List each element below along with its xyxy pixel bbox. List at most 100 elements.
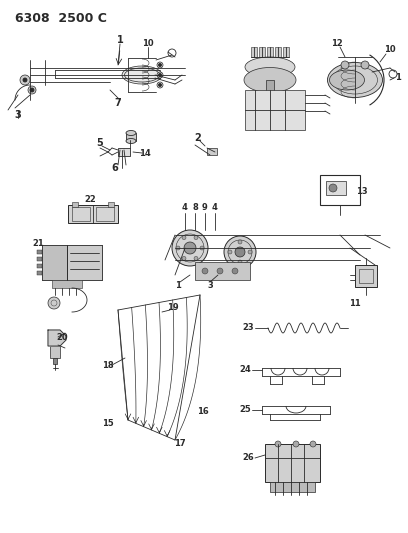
Bar: [266, 80, 274, 100]
Ellipse shape: [330, 70, 364, 90]
Text: 26: 26: [242, 454, 254, 463]
Circle shape: [238, 260, 242, 264]
Circle shape: [194, 236, 198, 240]
Circle shape: [232, 268, 238, 274]
Bar: [42, 245, 67, 280]
Text: 20: 20: [56, 333, 68, 342]
Bar: [195, 262, 250, 280]
Circle shape: [194, 256, 198, 261]
Circle shape: [238, 240, 242, 244]
Circle shape: [329, 184, 337, 192]
Text: 4: 4: [212, 204, 218, 213]
Bar: [245, 90, 305, 130]
Text: 14: 14: [139, 149, 151, 157]
Text: 10: 10: [384, 45, 396, 54]
Text: 3: 3: [15, 110, 21, 120]
Text: 3: 3: [207, 280, 213, 289]
Circle shape: [184, 242, 196, 254]
Circle shape: [228, 250, 232, 254]
Circle shape: [182, 236, 186, 240]
Bar: [320, 175, 360, 205]
Bar: [50, 346, 60, 358]
Circle shape: [23, 78, 27, 82]
Ellipse shape: [245, 57, 295, 77]
Bar: [259, 47, 265, 57]
Text: 23: 23: [242, 324, 254, 333]
Text: 1: 1: [395, 74, 401, 83]
Bar: [42, 245, 102, 280]
Text: 11: 11: [349, 298, 361, 308]
Circle shape: [224, 236, 256, 268]
Circle shape: [202, 268, 208, 274]
Text: 6308  2500 C: 6308 2500 C: [15, 12, 107, 25]
Bar: [37, 264, 42, 268]
Bar: [53, 358, 57, 364]
Text: 24: 24: [239, 366, 251, 375]
Circle shape: [28, 86, 36, 94]
Bar: [108, 202, 114, 207]
Circle shape: [248, 250, 252, 254]
Circle shape: [182, 256, 186, 261]
Circle shape: [200, 246, 204, 250]
Circle shape: [217, 268, 223, 274]
Circle shape: [158, 84, 162, 86]
Bar: [283, 47, 289, 57]
Ellipse shape: [328, 62, 383, 98]
Bar: [359, 269, 373, 283]
Bar: [37, 257, 42, 261]
Text: 1: 1: [175, 280, 181, 289]
Text: 17: 17: [174, 439, 186, 448]
Ellipse shape: [126, 139, 136, 143]
Ellipse shape: [244, 68, 296, 93]
Text: 9: 9: [202, 204, 208, 213]
Bar: [326, 181, 346, 195]
Bar: [265, 444, 320, 482]
Circle shape: [20, 75, 30, 85]
Circle shape: [158, 63, 162, 67]
Bar: [270, 482, 315, 492]
Text: 10: 10: [142, 38, 154, 47]
Bar: [37, 271, 42, 275]
Circle shape: [157, 72, 163, 78]
Circle shape: [48, 297, 60, 309]
Circle shape: [157, 82, 163, 88]
Text: 8: 8: [192, 204, 198, 213]
Text: 5: 5: [97, 138, 103, 148]
Text: 15: 15: [102, 419, 114, 429]
Circle shape: [158, 74, 162, 77]
Text: 22: 22: [84, 196, 96, 205]
Bar: [251, 47, 257, 57]
Bar: [68, 205, 118, 223]
Bar: [267, 47, 273, 57]
Circle shape: [176, 246, 180, 250]
Ellipse shape: [122, 66, 162, 84]
Text: 21: 21: [32, 238, 44, 247]
Circle shape: [361, 61, 369, 69]
Bar: [37, 250, 42, 254]
Bar: [126, 133, 136, 141]
Ellipse shape: [260, 96, 280, 104]
Text: 19: 19: [167, 303, 179, 311]
Ellipse shape: [126, 131, 136, 135]
Bar: [118, 148, 130, 156]
Bar: [67, 245, 102, 280]
Text: 16: 16: [197, 408, 209, 416]
Text: 18: 18: [102, 360, 114, 369]
Polygon shape: [48, 330, 66, 346]
Bar: [52, 280, 82, 288]
Bar: [355, 265, 377, 287]
Text: 7: 7: [115, 98, 121, 108]
Text: 12: 12: [331, 38, 343, 47]
Text: 6: 6: [112, 163, 118, 173]
Bar: [72, 207, 90, 221]
Circle shape: [275, 441, 281, 447]
Circle shape: [293, 441, 299, 447]
Circle shape: [341, 61, 349, 69]
Text: 25: 25: [239, 406, 251, 415]
Bar: [207, 148, 217, 155]
Circle shape: [157, 62, 163, 68]
Bar: [96, 207, 114, 221]
Text: 13: 13: [356, 188, 368, 197]
Bar: [72, 202, 78, 207]
Text: 2: 2: [195, 133, 202, 143]
